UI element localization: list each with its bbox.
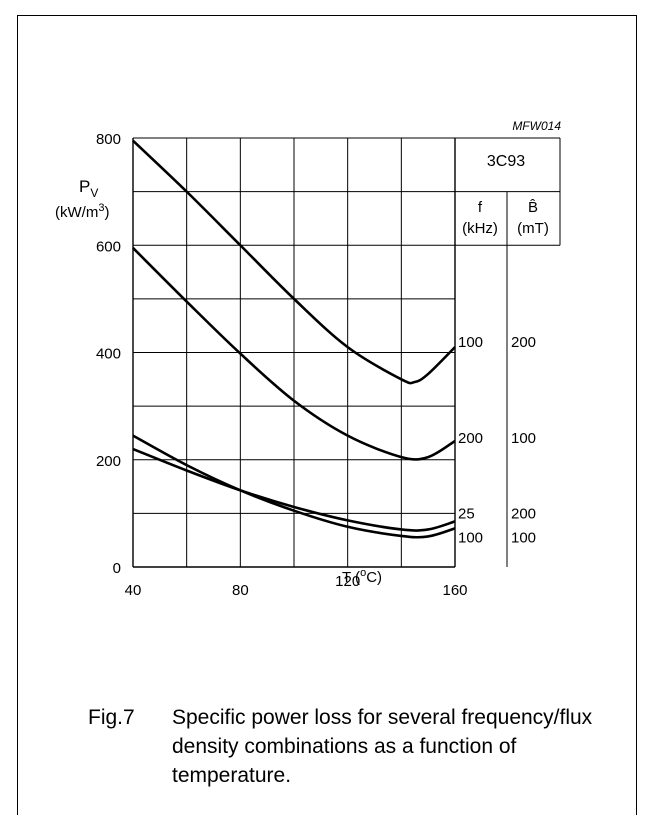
series-label-f: 100 xyxy=(458,334,483,351)
legend-b-header: B̂ xyxy=(528,199,538,216)
series-line xyxy=(132,434,456,539)
series-line xyxy=(132,447,456,532)
series-label-f: 100 xyxy=(458,529,483,546)
series-label-f: 25 xyxy=(458,505,475,522)
series-label-b: 100 xyxy=(511,430,536,447)
x-tick-label: 160 xyxy=(442,582,467,599)
x-axis-label: T (oC) xyxy=(342,567,382,586)
y-tick-label: 600 xyxy=(96,238,121,255)
y-axis-label: (kW/m3) xyxy=(55,202,109,221)
y-tick-label: 0 xyxy=(113,560,121,577)
series-label-b: 200 xyxy=(511,334,536,351)
figure-code: MFW014 xyxy=(512,119,561,133)
x-tick-label: 80 xyxy=(232,582,249,599)
y-tick-label: 800 xyxy=(96,131,121,148)
y-tick-label: 400 xyxy=(96,346,121,363)
series-line xyxy=(132,139,456,385)
figure-label: Fig.7 xyxy=(88,706,135,729)
x-tick-label: 40 xyxy=(125,582,142,599)
legend-material: 3C93 xyxy=(487,153,525,170)
series-line xyxy=(132,247,456,461)
figure-caption: Specific power loss for several frequenc… xyxy=(172,706,593,787)
y-tick-label: 200 xyxy=(96,453,121,470)
series-label-b: 100 xyxy=(511,529,536,546)
figure-frame xyxy=(17,15,637,815)
legend-b-unit: (mT) xyxy=(517,220,549,237)
series-label-b: 200 xyxy=(511,505,536,522)
y-axis-symbol: PV xyxy=(79,177,98,200)
legend-f-unit: (kHz) xyxy=(462,220,498,237)
legend-f-header: f xyxy=(478,199,483,216)
x-tick-label: 120 xyxy=(335,573,360,590)
series-label-f: 200 xyxy=(458,430,483,447)
